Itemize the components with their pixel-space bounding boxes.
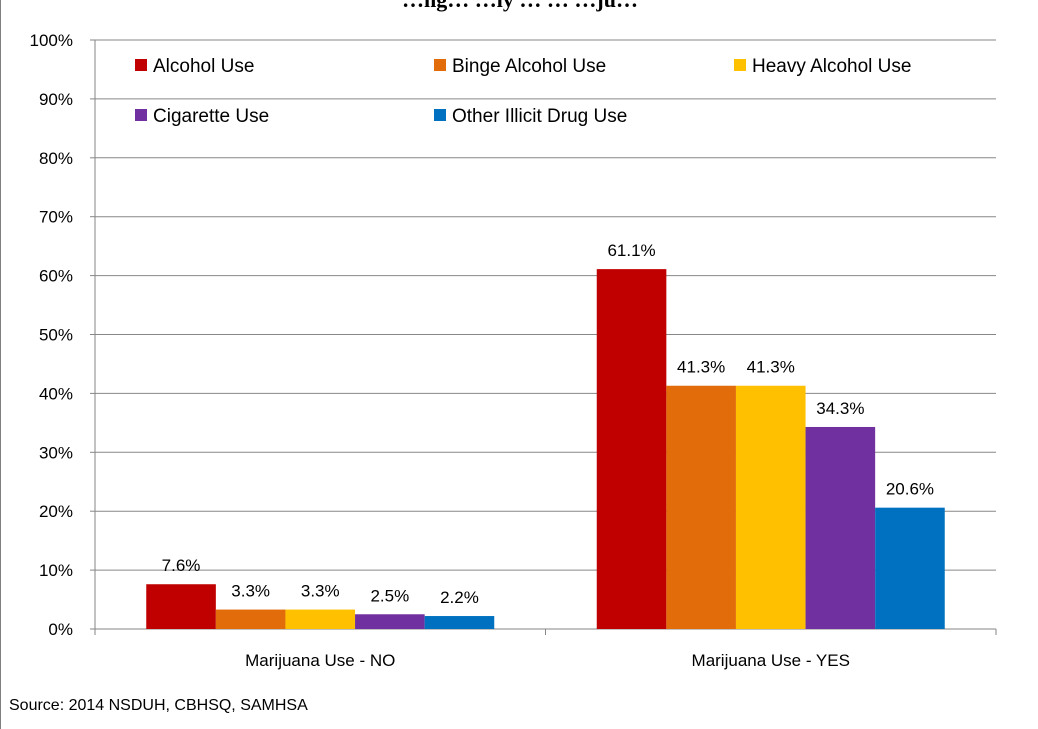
bar	[596, 269, 667, 629]
bar	[735, 385, 806, 629]
chart-title: …ng… …ly … … …ju…	[1, 0, 1038, 13]
legend-label: Cigarette Use	[153, 106, 270, 127]
data-label: 34.3%	[816, 399, 864, 418]
legend-item: Heavy Alcohol Use	[734, 56, 911, 78]
legend-swatch	[734, 59, 746, 71]
y-tick-label: 30%	[39, 443, 73, 462]
x-category-label: Marijuana Use - YES	[692, 651, 850, 670]
bar	[215, 609, 286, 629]
y-tick-label: 80%	[39, 149, 73, 168]
x-category-label: Marijuana Use - NO	[245, 651, 395, 670]
y-tick-label: 100%	[30, 31, 73, 50]
bar	[875, 507, 945, 629]
y-tick-label: 70%	[39, 208, 73, 227]
data-label: 61.1%	[607, 241, 655, 260]
y-tick-label: 60%	[39, 267, 73, 286]
data-label: 41.3%	[747, 358, 795, 377]
legend-item: Alcohol Use	[135, 56, 254, 78]
data-label: 2.2%	[440, 588, 479, 607]
legend-label: Other Illicit Drug Use	[452, 106, 628, 127]
y-tick-label: 50%	[39, 326, 73, 345]
bar	[666, 385, 736, 629]
data-label: 7.6%	[162, 556, 201, 575]
bar	[355, 614, 425, 629]
legend-label: Heavy Alcohol Use	[752, 56, 912, 77]
legend-item: Cigarette Use	[135, 106, 269, 128]
legend-swatch	[135, 109, 147, 121]
data-label: 41.3%	[677, 358, 725, 377]
bar	[285, 609, 356, 629]
bar	[146, 584, 216, 629]
y-tick-label: 10%	[39, 561, 73, 580]
bar	[424, 616, 495, 629]
data-label: 3.3%	[231, 582, 270, 601]
y-tick-label: 40%	[39, 384, 73, 403]
data-label: 20.6%	[886, 480, 934, 499]
source-note: Source: 2014 NSDUH, CBHSQ, SAMHSA	[9, 697, 308, 714]
data-label: 2.5%	[370, 586, 409, 605]
legend-item: Other Illicit Drug Use	[434, 106, 627, 128]
legend-item: Binge Alcohol Use	[434, 56, 606, 78]
legend-swatch	[135, 59, 147, 71]
legend-label: Alcohol Use	[153, 56, 255, 77]
legend-label: Binge Alcohol Use	[452, 56, 607, 77]
y-tick-label: 90%	[39, 90, 73, 109]
data-label: 3.3%	[301, 582, 340, 601]
y-tick-label: 0%	[48, 620, 73, 639]
legend-swatch	[434, 109, 446, 121]
bar	[805, 426, 876, 629]
legend-swatch	[434, 59, 446, 71]
y-tick-label: 20%	[39, 502, 73, 521]
